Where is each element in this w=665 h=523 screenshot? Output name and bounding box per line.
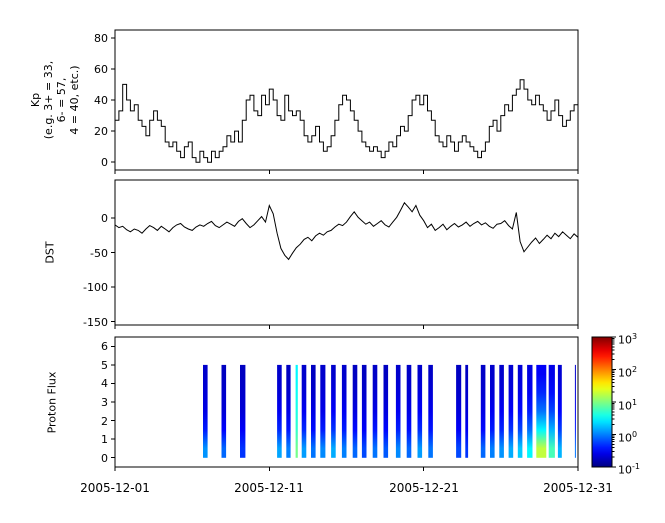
kp-ytick-label: 60: [94, 63, 108, 76]
dst-ytick-label: -50: [90, 247, 108, 260]
kp-ytick-label: 80: [94, 32, 108, 45]
proton-ytick-label: 2: [101, 415, 108, 428]
xtick-label: 2005-12-11: [234, 481, 304, 495]
kp-ytick-label: 20: [94, 125, 108, 138]
xtick-label: 2005-12-21: [389, 481, 459, 495]
colorbar-tick-label: 102: [618, 365, 638, 380]
colorbar-tick-label: 100: [618, 430, 638, 445]
dst-ytick-label: 0: [101, 212, 108, 225]
xtick-label: 2005-12-01: [80, 481, 150, 495]
proton-flux-axis-label: Proton Flux: [45, 371, 59, 434]
xtick-label: 2005-12-31: [543, 481, 613, 495]
proton-ytick-label: 3: [101, 396, 108, 409]
colorbar-tick-label: 103: [618, 332, 638, 347]
colorbar-tick-label: 101: [618, 398, 638, 413]
proton-ytick-label: 6: [101, 340, 108, 353]
kp-axis-label-line: 6- = 57,: [55, 77, 68, 123]
colorbar-tick-label: 10-1: [618, 462, 640, 477]
proton-ytick-label: 0: [101, 452, 108, 465]
proton-ytick-label: 1: [101, 433, 108, 446]
kp-axis-label-line: (e.g. 3+ = 33,: [42, 60, 55, 140]
kp-series: [115, 79, 578, 163]
dst-axis-label: DST: [43, 241, 57, 264]
proton-ytick-label: 5: [101, 359, 108, 372]
proton-ytick-label: 4: [101, 377, 108, 390]
panel-frames: [111, 29, 579, 471]
kp-ytick-label: 0: [101, 156, 108, 169]
dst-ytick-label: -150: [83, 316, 108, 329]
dst-ytick-label: -100: [83, 281, 108, 294]
kp-ytick-label: 40: [94, 94, 108, 107]
proton-heatmap: [203, 364, 576, 458]
colorbar: [591, 336, 616, 468]
kp-axis-label-line: Kp: [29, 92, 42, 108]
dst-series: [115, 201, 578, 261]
